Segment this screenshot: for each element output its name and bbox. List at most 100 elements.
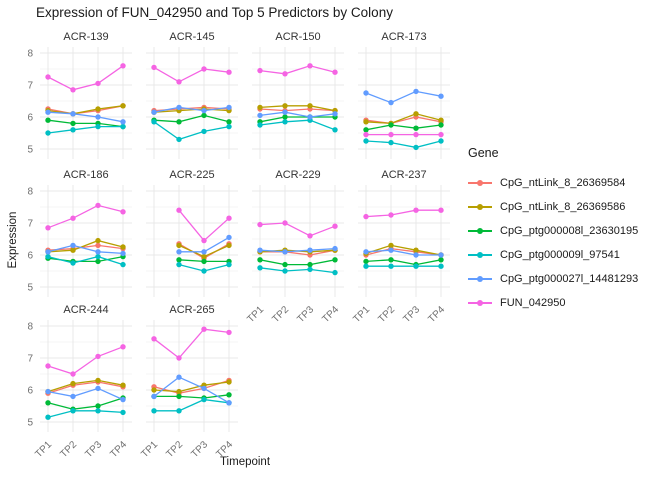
legend-item-label: CpG_ptg000008l_23630195 bbox=[500, 225, 639, 237]
data-point-FUN_042950 bbox=[282, 220, 288, 226]
series-line-CpG_ntLink_8_26369584 bbox=[365, 247, 442, 256]
series-line-FUN_042950 bbox=[47, 65, 124, 91]
x-tick-label: TP1 bbox=[139, 439, 160, 460]
data-point-FUN_042950 bbox=[120, 209, 126, 215]
series-line-CpG_ptg000027l_14481293 bbox=[259, 111, 336, 118]
facet-strip-title: ACR-150 bbox=[275, 31, 320, 43]
data-point-CpG_ptg000027l_14481293 bbox=[70, 242, 76, 249]
data-point-CpG_ptg000027l_14481293 bbox=[70, 111, 76, 117]
data-point-FUN_042950 bbox=[70, 371, 76, 377]
series-line-CpG_ptg000009l_97541 bbox=[47, 410, 124, 418]
data-point-CpG_ptg000027l_14481293 bbox=[257, 247, 263, 253]
data-point-CpG_ptg000008l_23630195 bbox=[201, 112, 207, 119]
data-point-FUN_042950 bbox=[70, 215, 76, 221]
data-point-CpG_ptg000009l_97541 bbox=[176, 261, 182, 268]
data-point-FUN_042950 bbox=[176, 207, 182, 213]
data-point-CpG_ptg000008l_23630195 bbox=[282, 114, 288, 120]
data-point-FUN_042950 bbox=[45, 225, 51, 231]
data-point-CpG_ptg000008l_23630195 bbox=[363, 127, 369, 133]
series-line-CpG_ptg000027l_14481293 bbox=[153, 106, 230, 113]
data-point-CpG_ptg000027l_14481293 bbox=[120, 250, 126, 257]
data-point-CpG_ptg000008l_23630195 bbox=[438, 122, 444, 128]
data-point-CpG_ptg000027l_14481293 bbox=[226, 104, 232, 111]
facet-panel-ACR-225: ACR-225 bbox=[146, 169, 238, 297]
data-point-CpG_ptg000008l_23630195 bbox=[388, 122, 394, 128]
legend-item-label: CpG_ntLink_8_26369584 bbox=[500, 177, 626, 189]
y-tick-label: 8 bbox=[27, 187, 33, 198]
x-tick-label: TP4 bbox=[108, 439, 129, 460]
data-point-CpG_ntLink_8_26369586 bbox=[70, 380, 76, 387]
data-point-CpG_ptg000008l_23630195 bbox=[332, 257, 338, 263]
data-point-CpG_ntLink_8_26369586 bbox=[413, 111, 419, 117]
data-point-CpG_ptg000027l_14481293 bbox=[282, 249, 288, 255]
data-point-CpG_ptg000027l_14481293 bbox=[201, 249, 207, 255]
facet-strip-title: ACR-237 bbox=[381, 169, 426, 181]
series-line-CpG_ptg000008l_23630195 bbox=[259, 259, 336, 266]
data-point-CpG_ptg000009l_97541 bbox=[45, 253, 51, 260]
data-point-CpG_ptg000008l_23630195 bbox=[176, 393, 182, 400]
series-line-CpG_ptg000027l_14481293 bbox=[47, 244, 124, 255]
data-point-FUN_042950 bbox=[363, 213, 369, 220]
data-point-CpG_ptg000027l_14481293 bbox=[282, 109, 288, 115]
data-point-CpG_ntLink_8_26369586 bbox=[95, 377, 101, 384]
data-point-FUN_042950 bbox=[413, 207, 419, 213]
data-point-CpG_ntLink_8_26369586 bbox=[176, 242, 182, 249]
data-point-CpG_ptg000009l_97541 bbox=[45, 414, 51, 420]
data-point-CpG_ptg000027l_14481293 bbox=[388, 247, 394, 253]
data-point-CpG_ptg000009l_97541 bbox=[257, 265, 263, 271]
data-point-CpG_ntLink_8_26369586 bbox=[120, 103, 126, 109]
facet-panel-ACR-173: ACR-173 bbox=[358, 31, 450, 159]
series-line-FUN_042950 bbox=[365, 209, 442, 218]
data-point-CpG_ptg000008l_23630195 bbox=[363, 258, 369, 265]
data-point-CpG_ptg000027l_14481293 bbox=[413, 88, 419, 95]
data-point-CpG_ptg000027l_14481293 bbox=[176, 374, 182, 380]
series-line-CpG_ntLink_8_26369586 bbox=[365, 244, 442, 256]
series-line-CpG_ntLink_8_26369586 bbox=[365, 113, 442, 125]
data-point-CpG_ntLink_8_26369586 bbox=[226, 242, 232, 249]
data-point-FUN_042950 bbox=[45, 74, 51, 80]
data-point-CpG_ptg000009l_97541 bbox=[151, 119, 157, 125]
facet-panel-ACR-265: ACR-265 TP1 TP2 TP3 TP4 bbox=[139, 304, 238, 460]
data-point-CpG_ptg000009l_97541 bbox=[151, 408, 157, 414]
facet-strip-title: ACR-265 bbox=[169, 304, 214, 316]
data-point-CpG_ptg000008l_23630195 bbox=[388, 257, 394, 263]
series-line-CpG_ntLink_8_26369586 bbox=[153, 108, 230, 113]
facet-panel-ACR-139: ACR-139 5 6 7 8 bbox=[27, 31, 132, 159]
data-point-CpG_ptg000009l_97541 bbox=[307, 266, 313, 273]
data-point-FUN_042950 bbox=[95, 353, 101, 360]
data-point-FUN_042950 bbox=[226, 215, 232, 221]
series-line-CpG_ntLink_8_26369586 bbox=[153, 381, 230, 393]
data-point-CpG_ntLink_8_26369586 bbox=[282, 103, 288, 109]
x-tick-label: TP4 bbox=[426, 304, 447, 325]
y-tick-label: 8 bbox=[27, 49, 33, 60]
series-line-CpG_ntLink_8_26369584 bbox=[47, 381, 124, 394]
x-tick-label: TP1 bbox=[351, 304, 372, 325]
y-tick-label: 5 bbox=[27, 283, 33, 294]
x-tick-label: TP1 bbox=[245, 304, 266, 325]
data-point-CpG_ptg000008l_23630195 bbox=[201, 258, 207, 265]
data-point-CpG_ptg000027l_14481293 bbox=[226, 234, 232, 241]
data-point-FUN_042950 bbox=[388, 131, 394, 138]
facet-strip-title: ACR-225 bbox=[169, 169, 214, 181]
y-tick-label: 7 bbox=[27, 354, 33, 365]
data-point-CpG_ntLink_8_26369586 bbox=[201, 253, 207, 260]
facet-strip-title: ACR-229 bbox=[275, 169, 320, 181]
data-point-FUN_042950 bbox=[120, 63, 126, 69]
data-point-CpG_ptg000009l_97541 bbox=[438, 138, 444, 144]
x-tick-label: TP2 bbox=[270, 304, 291, 325]
series-line-CpG_ptg000027l_14481293 bbox=[365, 249, 442, 256]
series-line-CpG_ptg000008l_23630195 bbox=[259, 116, 336, 123]
data-point-FUN_042950 bbox=[201, 326, 207, 332]
data-point-CpG_ptg000009l_97541 bbox=[282, 119, 288, 125]
data-point-FUN_042950 bbox=[388, 212, 394, 218]
facet-strip-title: ACR-244 bbox=[63, 304, 108, 316]
series-line-CpG_ntLink_8_26369584 bbox=[47, 105, 124, 115]
data-point-FUN_042950 bbox=[151, 336, 157, 342]
data-point-CpG_ptg000009l_97541 bbox=[282, 268, 288, 274]
legend-item: CpG_ntLink_8_26369584 bbox=[468, 171, 638, 195]
x-axis-title: Timepoint bbox=[219, 456, 271, 468]
data-point-CpG_ntLink_8_26369586 bbox=[363, 119, 369, 125]
facet-panel-ACR-237: ACR-237 TP1 TP2 TP3 TP4 bbox=[351, 169, 450, 325]
x-tick-label: TP3 bbox=[401, 304, 422, 325]
